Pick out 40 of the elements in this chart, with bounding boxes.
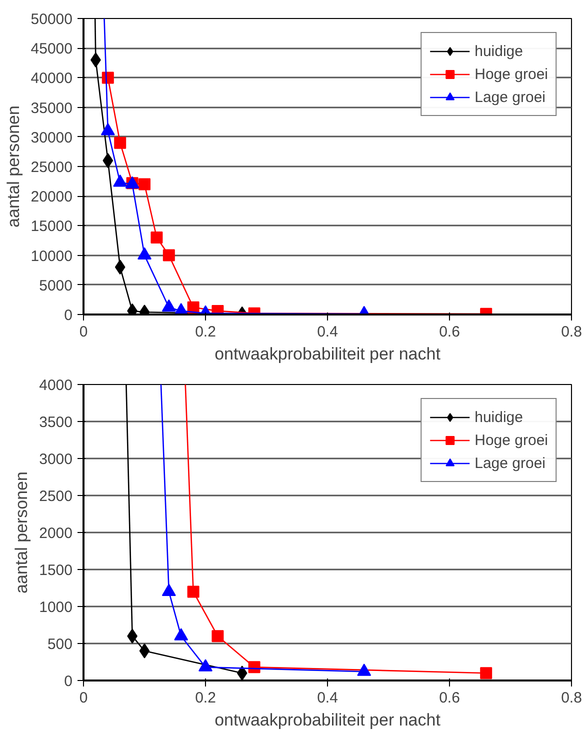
legend-label: Hoge groei	[474, 66, 548, 82]
y-tick-label: 1000	[39, 599, 73, 616]
y-tick-label: 2500	[39, 488, 73, 505]
y-tick-label: 15000	[30, 218, 73, 236]
x-tick-label: 0	[79, 690, 88, 706]
x-tick-label: 0.2	[195, 324, 216, 340]
y-tick-label: 20000	[30, 188, 73, 206]
y-tick-label: 1500	[39, 562, 73, 579]
x-tick-label: 0.8	[561, 690, 582, 706]
legend-label: Hoge groei	[474, 432, 548, 448]
y-tick-label: 3000	[39, 451, 73, 468]
x-tick-label: 0.4	[317, 690, 338, 706]
y-tick-label: 4000	[39, 377, 73, 394]
y-tick-label: 45000	[30, 40, 73, 58]
legend-label: Lage groei	[474, 454, 546, 472]
y-tick-label: 0	[64, 307, 72, 324]
y-tick-label: 0	[64, 673, 72, 690]
x-tick-label: 0.2	[195, 690, 216, 706]
x-axis-title: ontwaakprobabiliteit per nacht	[214, 344, 441, 364]
y-tick-label: 25000	[30, 159, 73, 176]
y-axis-title: aantal personen	[4, 106, 23, 228]
y-tick-label: 2000	[39, 525, 73, 542]
x-tick-label: 0.8	[561, 324, 582, 340]
x-tick-label: 0	[79, 324, 88, 340]
legend-label: huidige	[474, 42, 523, 60]
y-tick-label: 50000	[30, 11, 73, 28]
y-tick-label: 40000	[30, 70, 73, 88]
y-tick-label: 35000	[30, 100, 73, 117]
x-tick-label: 0.4	[317, 324, 338, 340]
y-tick-label: 3500	[39, 414, 73, 431]
y-tick-label: 30000	[30, 129, 73, 146]
y-tick-label: 500	[47, 636, 73, 653]
x-tick-label: 0.6	[439, 690, 460, 706]
x-axis-title: ontwaakprobabiliteit per nacht	[214, 710, 441, 730]
legend-label: Lage groei	[474, 88, 546, 106]
y-axis-title: aantal personen	[12, 472, 32, 594]
y-tick-label: 5000	[39, 277, 73, 294]
x-tick-label: 0.6	[439, 324, 460, 340]
legend-label: huidige	[474, 408, 523, 426]
y-tick-label: 10000	[30, 248, 73, 265]
